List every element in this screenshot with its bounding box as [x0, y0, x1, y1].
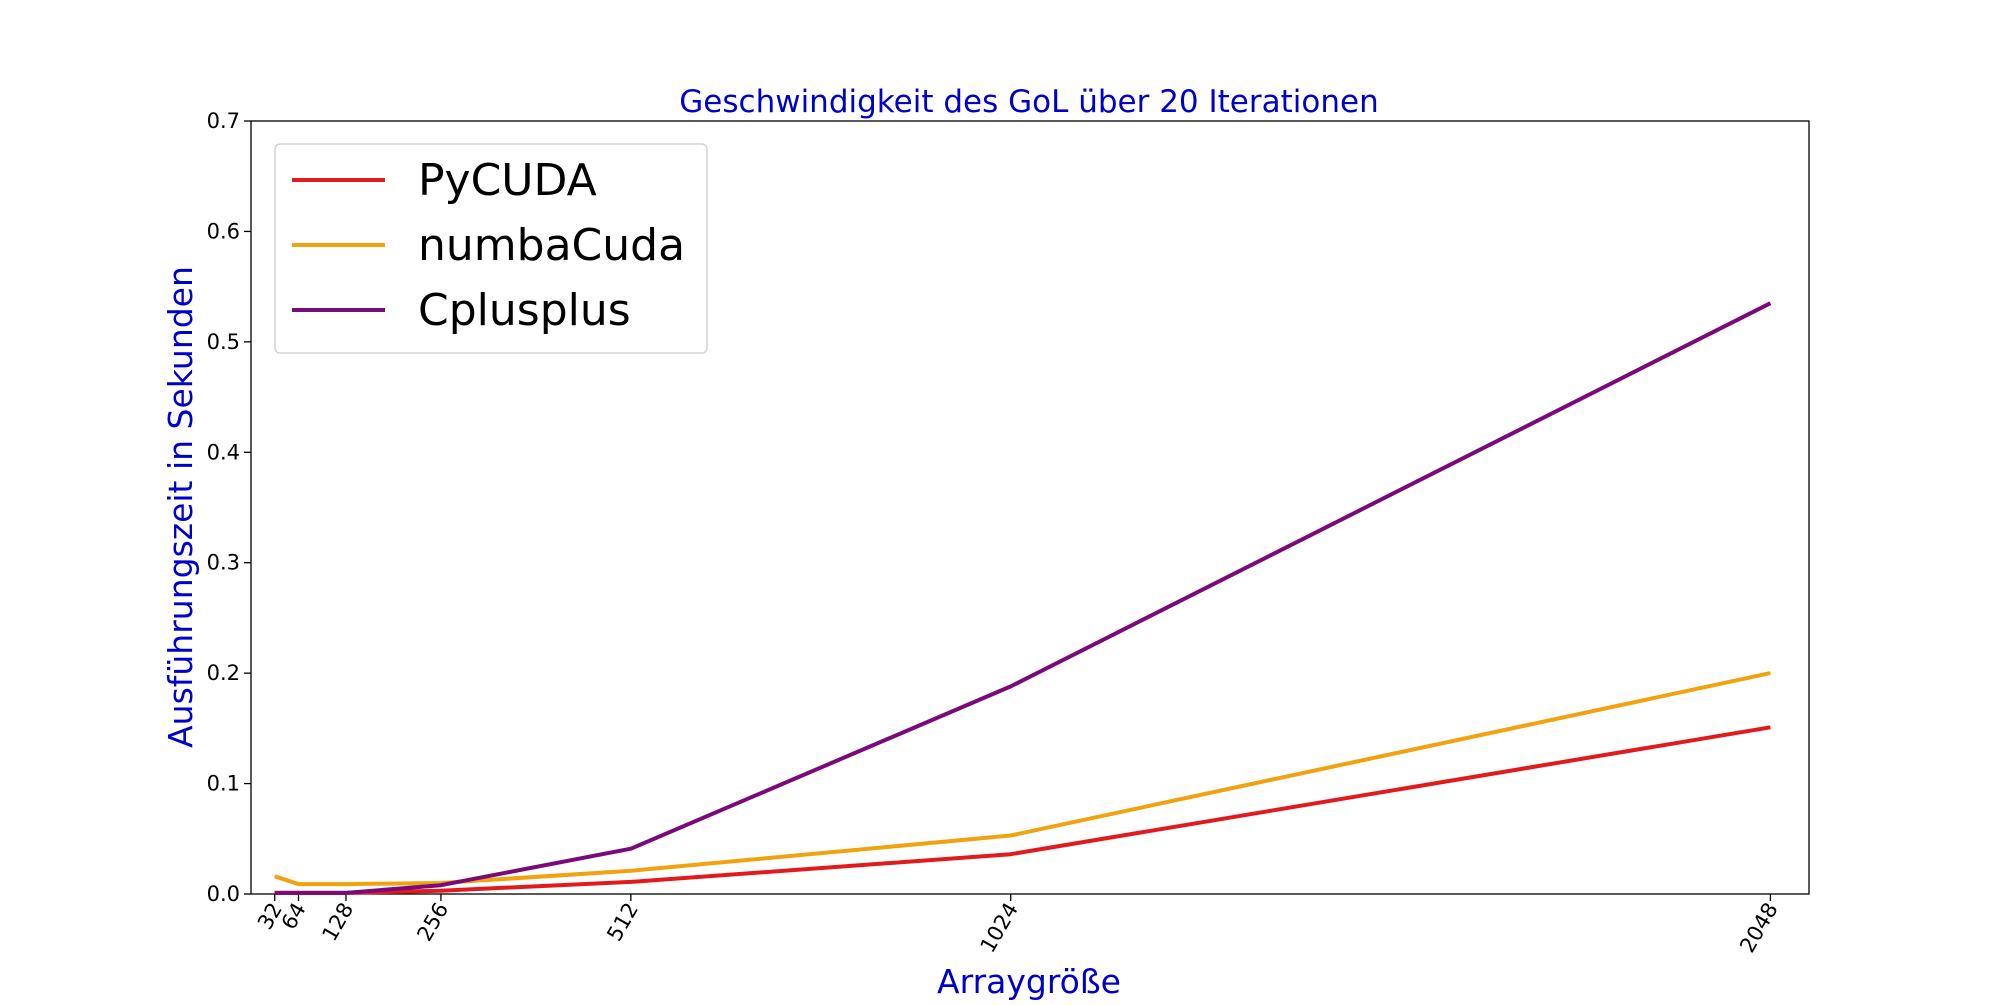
y-tick-label: 0.2 — [207, 661, 240, 685]
y-tick-label: 0.5 — [207, 330, 240, 354]
series-line-pycuda — [274, 725, 1771, 895]
y-tick-label: 0.7 — [207, 109, 240, 133]
y-tick-label: 0.3 — [207, 551, 240, 575]
chart-title: Geschwindigkeit des GoL über 20 Iteratio… — [679, 84, 1378, 120]
x-tick-label: 1024 — [976, 899, 1024, 957]
x-tick-label: 512 — [602, 899, 643, 946]
x-tick-label: 256 — [412, 899, 453, 946]
plot-frame — [250, 120, 1810, 895]
legend: PyCUDA numbaCuda Cplusplus — [274, 143, 708, 354]
legend-box — [274, 143, 708, 354]
y-tick-label: 0.1 — [207, 772, 240, 796]
y-tick-label: 0.4 — [207, 440, 240, 464]
y-tick-label: 0.6 — [207, 219, 240, 243]
y-axis-label: Ausführungszeit in Sekunden — [161, 266, 200, 748]
legend-label-cplusplus: Cplusplus — [418, 285, 631, 336]
legend-label-numbacuda: numbaCuda — [418, 220, 685, 271]
x-tick-label: 128 — [317, 899, 358, 946]
x-axis-label: Arraygröße — [937, 962, 1121, 1000]
legend-label-pycuda: PyCUDA — [418, 155, 597, 206]
y-tick-label: 0.0 — [207, 882, 240, 906]
series-line-cplusplus — [274, 301, 1772, 895]
x-tick-label: 2048 — [1735, 899, 1783, 957]
x-tick-label: 64 — [277, 899, 311, 934]
series-line-numbacuda — [274, 671, 1771, 887]
